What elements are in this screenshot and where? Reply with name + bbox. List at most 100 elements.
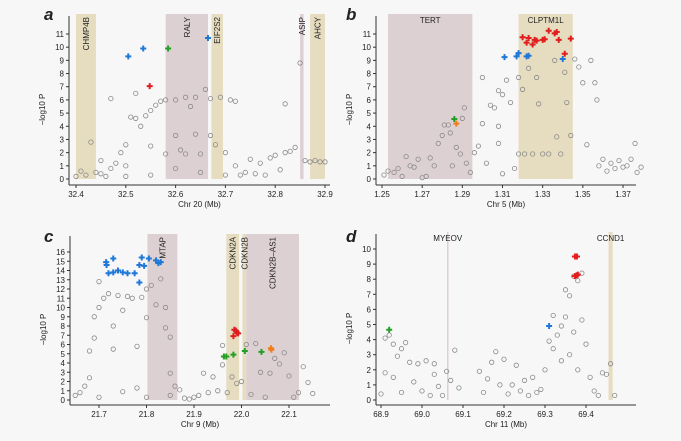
snp-point xyxy=(495,88,502,94)
snp-point xyxy=(78,168,84,174)
snp-point xyxy=(419,388,425,394)
y-tick-label: 10 xyxy=(55,43,64,52)
highlighted-snp-green xyxy=(230,351,237,358)
snp-point xyxy=(248,391,254,398)
snp-point xyxy=(232,163,238,169)
snp-point xyxy=(98,157,104,164)
highlighted-snp-red xyxy=(230,333,237,340)
snp-point xyxy=(499,171,506,177)
snp-point xyxy=(163,97,169,103)
snp-point xyxy=(98,171,104,177)
snp-point xyxy=(222,172,228,178)
y-tick-label: 9 xyxy=(60,56,65,65)
snp-point xyxy=(427,392,433,399)
gene-label: MTAP xyxy=(158,237,167,259)
snp-point xyxy=(262,394,268,400)
snp-point xyxy=(129,295,135,301)
y-tick-label: 9 xyxy=(61,313,66,322)
snp-point xyxy=(411,379,417,385)
snp-point xyxy=(491,105,498,111)
snp-point xyxy=(196,392,202,398)
snp-point xyxy=(515,151,522,157)
x-tick-label: 1.27 xyxy=(414,190,430,199)
snp-point xyxy=(210,374,216,380)
highlighted-snp-blue xyxy=(136,279,143,286)
gene-region-ahcy xyxy=(310,14,325,179)
snp-point xyxy=(300,364,306,370)
highlighted-snp-blue xyxy=(559,56,566,63)
snp-point xyxy=(305,379,311,386)
highlighted-snp-blue xyxy=(110,255,117,262)
snp-point xyxy=(588,57,594,63)
snp-point xyxy=(431,163,437,169)
highlighted-snp-red xyxy=(519,34,526,41)
snp-point xyxy=(133,90,139,96)
snp-point xyxy=(604,168,610,174)
snp-point xyxy=(101,295,107,301)
y-tick-label: 7 xyxy=(367,83,372,92)
snp-point xyxy=(445,122,451,128)
snp-point xyxy=(501,356,507,362)
snp-point xyxy=(634,169,640,176)
highlighted-snp-blue xyxy=(136,261,143,268)
panel-label-a: a xyxy=(44,5,53,24)
snp-point xyxy=(153,102,159,108)
snp-point xyxy=(282,150,288,156)
snp-point xyxy=(443,368,450,374)
y-tick-label: 4 xyxy=(367,122,372,131)
snp-point xyxy=(139,294,145,300)
snp-point xyxy=(493,349,499,355)
snp-point xyxy=(575,367,581,373)
snp-point xyxy=(153,302,159,308)
snp-point xyxy=(317,159,323,165)
gene-region-eif2s2 xyxy=(211,14,223,179)
snp-point xyxy=(307,159,313,165)
y-axis-label: −log10 P xyxy=(39,314,48,346)
gene-region-myeov xyxy=(447,232,449,400)
snp-point xyxy=(83,172,89,178)
snp-point xyxy=(281,350,287,356)
snp-point xyxy=(191,394,197,400)
snp-point xyxy=(378,391,384,397)
x-tick-label: 32.7 xyxy=(218,190,234,199)
snp-point xyxy=(115,292,121,299)
snp-point xyxy=(219,362,226,368)
snp-point xyxy=(143,315,150,321)
snp-point xyxy=(148,172,154,178)
snp-point xyxy=(546,151,552,157)
x-tick-label: 32.4 xyxy=(68,190,84,199)
snp-point xyxy=(257,369,264,375)
y-tick-label: 8 xyxy=(61,322,66,331)
snp-point xyxy=(519,86,526,92)
snp-point xyxy=(88,139,94,145)
snp-point xyxy=(173,165,179,172)
snp-point xyxy=(134,385,140,391)
snp-point xyxy=(558,358,565,364)
y-tick-label: 10 xyxy=(362,43,371,52)
snp-point xyxy=(507,99,514,106)
snp-point xyxy=(439,392,446,399)
snp-point xyxy=(521,151,528,157)
snp-point xyxy=(600,156,606,162)
highlighted-snp-blue xyxy=(141,262,148,269)
y-tick-label: 6 xyxy=(367,305,372,314)
snp-point xyxy=(134,343,140,349)
snp-point xyxy=(91,314,97,320)
gene-region-cdkn2a xyxy=(226,234,240,400)
highlighted-snp-green xyxy=(223,353,230,360)
snp-point xyxy=(202,86,209,92)
snp-point xyxy=(415,361,421,367)
snp-point xyxy=(591,388,597,394)
snp-point xyxy=(576,64,582,70)
snp-point xyxy=(550,346,556,352)
snp-point xyxy=(558,151,564,157)
gene-region-cdkn2b xyxy=(242,234,247,400)
snp-point xyxy=(476,368,482,374)
snp-point xyxy=(579,270,585,276)
snp-point xyxy=(262,172,268,178)
snp-point xyxy=(530,374,536,380)
snp-point xyxy=(394,353,400,359)
snp-point xyxy=(158,276,164,282)
snp-point xyxy=(110,346,116,352)
snp-point xyxy=(177,147,184,153)
